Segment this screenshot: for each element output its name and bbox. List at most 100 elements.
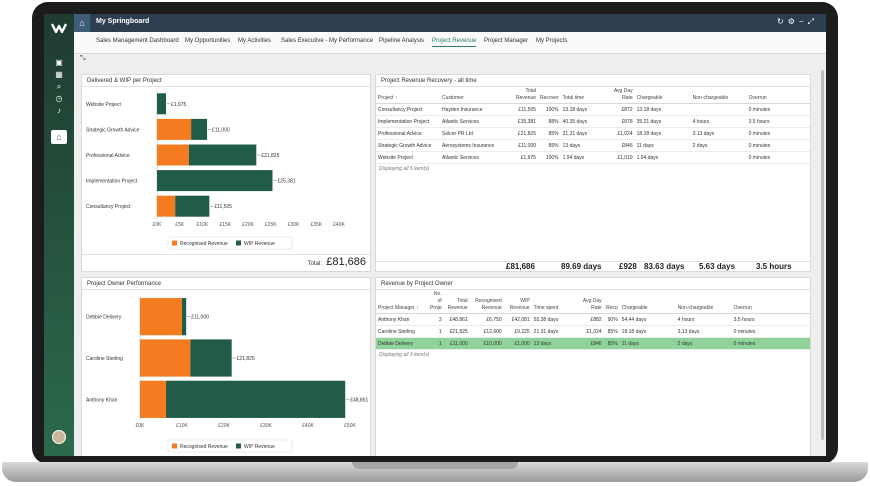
- table-cell: 11 days: [619, 337, 676, 350]
- tab-my-activities[interactable]: My Activities: [238, 38, 272, 44]
- x-tick-label: £40K: [333, 222, 345, 228]
- table-cell: £11,505: [510, 103, 538, 116]
- legend-label[interactable]: Recognised Revenue: [180, 444, 228, 450]
- tab-project-revenue[interactable]: Project Revenue: [432, 38, 477, 47]
- tab-sales-management-dashboard[interactable]: Sales Management Dashboard: [96, 38, 179, 44]
- expand-icon[interactable]: ⤢: [807, 17, 818, 26]
- wip-revenue-bar[interactable]: [182, 298, 187, 336]
- tab-project-manager[interactable]: Project Manager: [484, 38, 529, 44]
- table-cell: Atlantic Services: [440, 151, 510, 164]
- table-row[interactable]: Implementation Project Atlantic Services £…: [376, 115, 810, 128]
- legend-label[interactable]: WIP Revenue: [244, 444, 275, 450]
- tab-pipeline-analysis[interactable]: Pipeline Analysis: [379, 38, 425, 44]
- owner-performance-panel: Project Owner Performance Debbie Deliver…: [81, 277, 371, 456]
- refresh-icon[interactable]: ↻: [777, 17, 788, 26]
- avatar[interactable]: [52, 430, 66, 444]
- column-header[interactable]: Chargeable: [634, 87, 691, 104]
- category-label: Consultancy Project: [86, 204, 131, 210]
- wip-revenue-bar[interactable]: [157, 170, 273, 192]
- wip-revenue-bar[interactable]: [191, 118, 208, 140]
- gear-icon[interactable]: ⚙: [787, 17, 799, 26]
- owner-performance-chart: Debbie Delivery £11,000 Caroline Sterling £…: [86, 296, 369, 453]
- table-cell: £1,024: [579, 325, 604, 338]
- column-header[interactable]: Time spent: [531, 290, 580, 314]
- x-tick-label: £35K: [310, 222, 322, 228]
- legend: [167, 236, 293, 250]
- wip-revenue-bar[interactable]: [157, 93, 166, 115]
- wip-revenue-bar[interactable]: [175, 195, 210, 217]
- search-icon[interactable]: ⌕: [56, 82, 62, 91]
- table-cell: £48,861: [443, 313, 470, 326]
- resize-icon[interactable]: ⤡: [80, 55, 86, 62]
- table-cell: 1.94 days: [560, 151, 609, 164]
- table-row[interactable]: Consultancy Project Hayden Insurance £11,5…: [376, 103, 810, 116]
- recognised-revenue-bar[interactable]: [157, 195, 176, 217]
- total-revenue: £81,686: [506, 262, 535, 271]
- recognised-revenue-bar[interactable]: [157, 118, 192, 140]
- table-cell: 55.38 days: [531, 313, 580, 326]
- table-row[interactable]: Website Project Atlantic Services £1,975 10…: [376, 151, 810, 164]
- table-cell: 85%: [538, 139, 561, 152]
- table-row[interactable]: Anthony Khan 3 £48,861 £6,750 £42,081 55.38 d…: [376, 313, 810, 326]
- bell-icon[interactable]: ♪: [57, 106, 61, 115]
- tab-my-projects[interactable]: My Projects: [536, 38, 568, 44]
- column-header[interactable]: WIP Revenue: [503, 290, 532, 314]
- table-row[interactable]: Caroline Sterling 1 £21,825 £12,600 £9,225 21…: [376, 325, 810, 338]
- tab-sales-executive-my-performance[interactable]: Sales Executive - My Performance: [281, 38, 374, 44]
- table-cell: 40.35 days: [560, 115, 609, 128]
- recognised-revenue-bar[interactable]: [140, 380, 167, 418]
- legend-label[interactable]: Recognised Revenue: [180, 241, 228, 247]
- table-cell: Solcer PR Ltd: [440, 127, 510, 140]
- recognised-revenue-bar[interactable]: [140, 298, 182, 336]
- column-header[interactable]: Total time: [560, 87, 609, 104]
- page-scrollbar[interactable]: [821, 70, 824, 440]
- grid-icon[interactable]: ▦: [55, 70, 63, 79]
- wip-revenue-bar[interactable]: [188, 144, 257, 166]
- recovery-table: Project ↑ Customer Total Revenue Recover Tot…: [376, 87, 810, 164]
- column-header[interactable]: Project Manager ↑: [376, 290, 428, 314]
- home-icon[interactable]: ⌂: [51, 130, 67, 144]
- table-cell: 35.21 days: [634, 115, 691, 128]
- column-header[interactable]: Non-chargeable: [690, 87, 747, 104]
- panel-title: Project Revenue Recovery - all time: [376, 75, 810, 87]
- column-header[interactable]: Non-chargeable: [675, 290, 732, 314]
- table-cell: Debbie Delivery: [376, 337, 428, 350]
- table-cell: 85%: [603, 325, 620, 338]
- recognised-revenue-bar[interactable]: [157, 144, 189, 166]
- minimize-icon[interactable]: −: [798, 17, 808, 26]
- table-cell: Hayden Insurance: [440, 103, 510, 116]
- column-header[interactable]: Overrun: [746, 87, 810, 104]
- revenue-by-owner-panel: Revenue by Project Owner Project Manager…: [375, 277, 811, 456]
- table-cell: Anthony Khan: [376, 313, 428, 326]
- column-header[interactable]: Project ↑: [376, 87, 440, 104]
- column-header[interactable]: Overrun: [731, 290, 810, 314]
- category-label: Strategic Growth Advice: [86, 127, 140, 133]
- column-header[interactable]: No. of Proje: [428, 290, 444, 314]
- table-cell: 0 minutes: [731, 337, 810, 350]
- home-tab-icon[interactable]: ⌂: [74, 14, 90, 32]
- table-row[interactable]: Debbie Delivery 1 £11,000 £10,000 £1,000 13 d…: [376, 337, 810, 350]
- column-header[interactable]: Recognised Revenue: [469, 290, 504, 314]
- table-cell: 4 hours: [675, 313, 732, 326]
- springboard-logo-icon[interactable]: [51, 20, 67, 36]
- clock-icon[interactable]: ◷: [55, 94, 63, 103]
- table-cell: Professional Advice: [376, 127, 440, 140]
- table-cell: Atlantic Services: [440, 115, 510, 128]
- column-header[interactable]: Reco: [603, 290, 620, 314]
- column-header[interactable]: Avg Day Rate: [608, 87, 635, 104]
- recognised-revenue-bar[interactable]: [140, 339, 191, 377]
- wip-revenue-bar[interactable]: [166, 380, 346, 418]
- legend-label[interactable]: WIP Revenue: [244, 241, 275, 247]
- column-header[interactable]: Total Revenue: [443, 290, 470, 314]
- column-header[interactable]: Total Revenue: [510, 87, 538, 104]
- table-row[interactable]: Professional Advice Solcer PR Ltd £21,825 8…: [376, 127, 810, 140]
- column-header[interactable]: Avg Day Rate: [579, 290, 604, 314]
- column-header[interactable]: Customer: [440, 87, 510, 104]
- column-header[interactable]: Chargeable: [619, 290, 676, 314]
- table-cell: 2 days: [690, 139, 747, 152]
- tab-my-opportunities[interactable]: My Opportunities: [185, 38, 231, 44]
- wip-revenue-bar[interactable]: [190, 339, 232, 377]
- dashboard-icon[interactable]: ▣: [55, 58, 63, 67]
- table-row[interactable]: Strategic Growth Advice Aerosystems Insur…: [376, 139, 810, 152]
- column-header[interactable]: Recover: [538, 87, 561, 104]
